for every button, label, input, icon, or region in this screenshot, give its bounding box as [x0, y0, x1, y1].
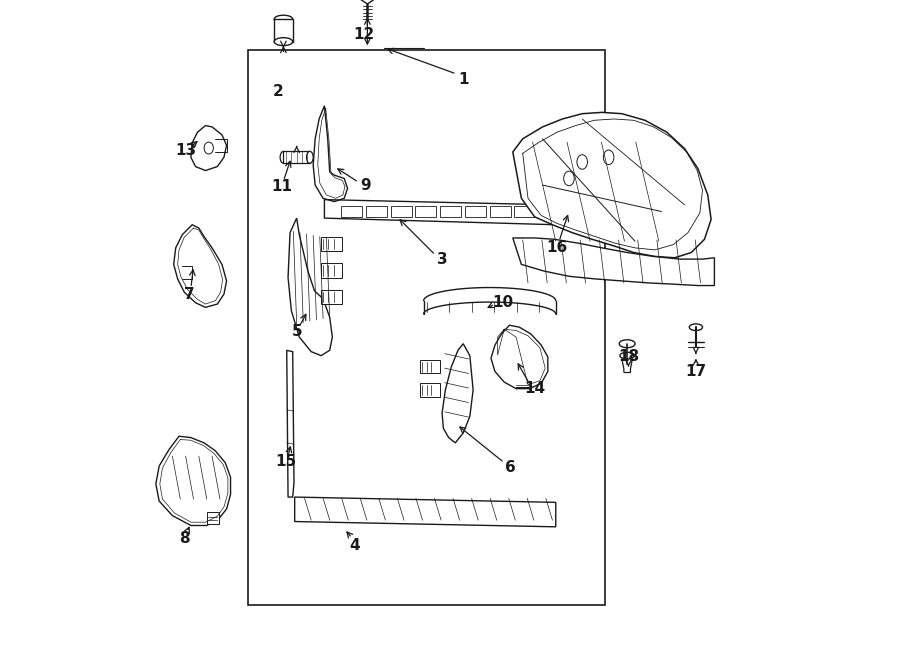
Text: 18: 18 — [618, 350, 639, 364]
Polygon shape — [191, 126, 227, 171]
Text: 4: 4 — [349, 538, 359, 553]
Bar — [248, 50, 606, 605]
Bar — [490, 206, 510, 217]
Polygon shape — [288, 218, 332, 356]
Ellipse shape — [689, 324, 703, 330]
Text: 7: 7 — [184, 287, 194, 301]
Bar — [341, 206, 362, 217]
Bar — [274, 19, 292, 42]
Text: 2: 2 — [273, 84, 284, 98]
Polygon shape — [513, 238, 715, 286]
Polygon shape — [313, 106, 347, 202]
Polygon shape — [174, 225, 227, 307]
Polygon shape — [442, 344, 473, 443]
Ellipse shape — [274, 38, 292, 46]
Ellipse shape — [280, 151, 287, 163]
Text: 1: 1 — [458, 72, 469, 87]
Polygon shape — [513, 112, 711, 258]
Bar — [420, 360, 440, 373]
Text: 15: 15 — [275, 454, 297, 469]
Text: 8: 8 — [179, 531, 190, 546]
Text: 16: 16 — [546, 240, 568, 254]
Text: 3: 3 — [436, 252, 447, 266]
Polygon shape — [361, 0, 374, 4]
Text: 17: 17 — [685, 364, 706, 379]
Ellipse shape — [307, 151, 313, 163]
Bar — [415, 206, 436, 217]
Text: 11: 11 — [271, 179, 292, 194]
Ellipse shape — [619, 340, 635, 348]
Text: 9: 9 — [360, 178, 371, 192]
Text: 12: 12 — [354, 27, 374, 42]
Polygon shape — [207, 512, 219, 524]
Text: 10: 10 — [492, 295, 513, 310]
Bar — [440, 206, 461, 217]
Bar — [321, 290, 342, 304]
Bar — [391, 206, 411, 217]
Ellipse shape — [274, 15, 292, 23]
Ellipse shape — [620, 352, 634, 359]
Polygon shape — [491, 325, 548, 389]
Text: 14: 14 — [524, 381, 545, 396]
Bar — [515, 206, 536, 217]
Bar — [321, 263, 342, 278]
Bar — [465, 206, 486, 217]
Text: 13: 13 — [175, 143, 196, 158]
Text: 5: 5 — [292, 325, 302, 339]
Bar — [321, 237, 342, 251]
Bar — [420, 383, 440, 397]
Text: 6: 6 — [506, 461, 517, 475]
Polygon shape — [156, 436, 230, 525]
Polygon shape — [284, 151, 310, 163]
Bar — [365, 206, 387, 217]
